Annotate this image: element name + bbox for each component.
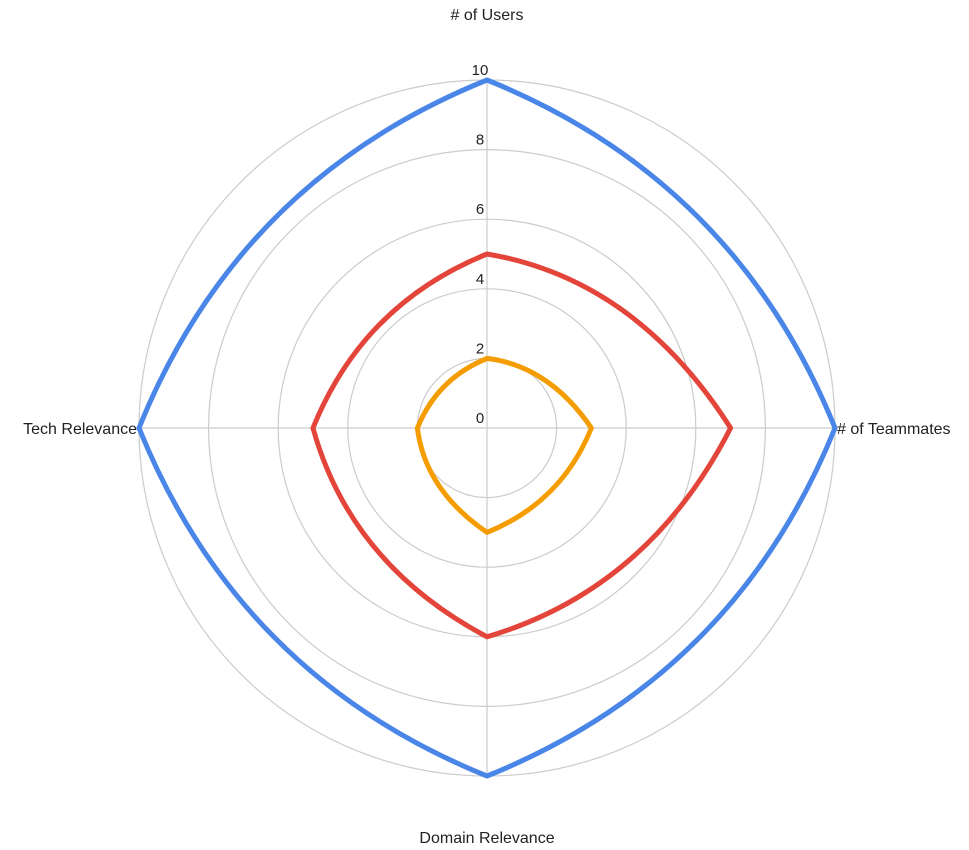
series-line-2: [414, 355, 594, 535]
axis-label-tech-relevance: Tech Relevance: [23, 421, 137, 438]
series-line-1: [310, 251, 734, 640]
tick-label-4: 4: [476, 271, 484, 288]
tick-label-0: 0: [476, 410, 484, 427]
series-layer: [136, 77, 838, 779]
axis-label-teammates: # of Teammates: [837, 421, 951, 438]
series-line-0: [136, 77, 838, 779]
axis-label-domain-relevance: Domain Relevance: [419, 830, 554, 847]
axis-labels: # of Users # of Teammates Domain Relevan…: [23, 7, 950, 847]
tick-label-6: 6: [476, 201, 484, 218]
tick-label-2: 2: [476, 340, 484, 357]
tick-label-10: 10: [472, 62, 489, 79]
tick-label-8: 8: [476, 132, 484, 149]
axis-label-users: # of Users: [451, 7, 524, 24]
radial-tick-labels: 0 2 4 6 8 10: [472, 62, 489, 427]
